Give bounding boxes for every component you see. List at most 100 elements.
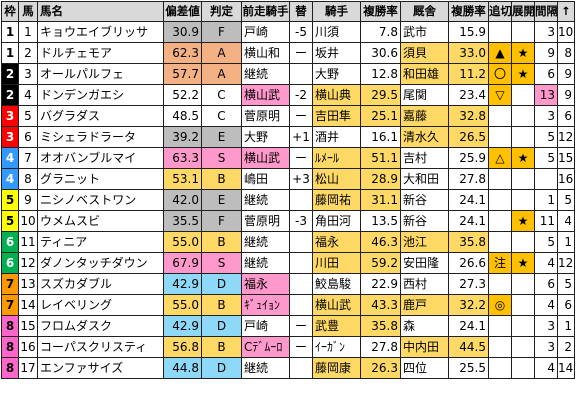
training-mark: △ <box>488 147 512 169</box>
frame-cell: 5 <box>1 210 19 232</box>
header-prev-jockey[interactable]: 前走騎手 <box>241 1 290 22</box>
table-row[interactable]: 1 1 キョウエイブリッサ 30.9 F 戸崎 -5 川須 7.8 武市 15.9 3 10 <box>1 21 575 43</box>
grade-badge: S <box>201 252 242 274</box>
frame-cell: 2 <box>1 63 19 85</box>
header-pace[interactable]: 展開 <box>511 1 535 22</box>
table-row[interactable]: 8 16 コーパスクリスティ 56.8 B Cﾃﾞﾑｰﾛーｲｰｶﾞﾝ 27.8 中内田 44.5… <box>1 336 575 358</box>
training-mark: ▲ <box>488 42 512 64</box>
pace-mark <box>511 84 535 106</box>
header-sort-arrow[interactable]: ↑ <box>557 1 575 22</box>
table-row[interactable]: 4 7 オオバンブルマイ 63.3 S 横山武ーﾙﾒｰﾙ 51.1 吉村 25.9 △ ★ 5 15 <box>1 147 575 169</box>
interval-weeks: 4 <box>534 357 558 379</box>
jockey-name: 酒井 <box>312 126 361 148</box>
jockey-change <box>289 231 313 253</box>
header-deviation[interactable]: 偏差値 <box>163 1 202 22</box>
jockey-change <box>289 189 313 211</box>
grade-badge: D <box>201 357 242 379</box>
header-frame[interactable]: 枠 <box>1 1 19 22</box>
jockey-place-rate: 13.5 <box>360 210 401 232</box>
horse-name: エンファサイズ <box>37 357 164 379</box>
grade-badge: D <box>201 273 242 295</box>
trainer-place-rate: 11.2 <box>448 63 489 85</box>
rank-value: 12 <box>557 126 575 148</box>
jockey-name: 坂井 <box>312 42 361 64</box>
prev-jockey: 菅原明 <box>241 210 290 232</box>
prev-jockey: 継続 <box>241 252 290 274</box>
grade-badge: B <box>201 231 242 253</box>
trainer-place-rate: 25.9 <box>448 147 489 169</box>
table-row[interactable]: 2 4 ドンデンガエシ 52.2 C 横山武 -2 横山典 29.5 尾関 23.4 ▽ 13 9 <box>1 84 575 106</box>
trainer-name: 鹿戸 <box>400 294 449 316</box>
rank-value: 10 <box>557 21 575 43</box>
trainer-place-rate: 27.3 <box>448 273 489 295</box>
jockey-change: ー <box>289 42 313 64</box>
header-training[interactable]: 追切 <box>488 1 512 22</box>
grade-badge: F <box>201 21 242 43</box>
frame-cell: 7 <box>1 294 19 316</box>
jockey-name: 武豊 <box>312 315 361 337</box>
jockey-name: 横山典 <box>312 84 361 106</box>
header-grade[interactable]: 判定 <box>201 1 242 22</box>
jockey-change: ー <box>289 336 313 358</box>
jockey-place-rate: 43.3 <box>360 294 401 316</box>
rank-value: 1 <box>557 315 575 337</box>
frame-cell: 6 <box>1 252 19 274</box>
header-trainer-place-rate[interactable]: 複勝率 <box>448 1 489 22</box>
header-interval[interactable]: 間隔 <box>534 1 558 22</box>
table-row[interactable]: 8 17 エンファサイズ 44.8 D 継続 藤岡康 26.3 四位 25.5 4 14 <box>1 357 575 379</box>
header-jockey[interactable]: 騎手 <box>312 1 361 22</box>
interval-weeks: 13 <box>534 84 558 106</box>
horse-number: 1 <box>18 21 38 43</box>
pace-mark: ★ <box>511 42 535 64</box>
interval-weeks: 5 <box>534 231 558 253</box>
header-trainer[interactable]: 厩舎 <box>400 1 449 22</box>
interval-weeks <box>534 168 558 190</box>
table-row[interactable]: 2 3 オールパルフェ 57.7 A 継続 大野 12.8 和田雄 11.2 〇 ★ 6 9 <box>1 63 575 85</box>
training-mark <box>488 315 512 337</box>
table-row[interactable]: 5 9 ニシノベストワン 42.0 E 継続 藤岡祐 31.1 新谷 24.1 1 5 <box>1 189 575 211</box>
prev-jockey: 戸崎 <box>241 21 290 43</box>
horse-name: コーパスクリスティ <box>37 336 164 358</box>
table-row[interactable]: 3 6 ミシェラドラータ 39.2 E 大野 +1 酒井 16.1 清水久 26.5 5 12 <box>1 126 575 148</box>
grade-badge: F <box>201 210 242 232</box>
training-mark <box>488 168 512 190</box>
header-number[interactable]: 馬 <box>18 1 38 22</box>
rank-value: 5 <box>557 273 575 295</box>
jockey-name: 角田河 <box>312 210 361 232</box>
deviation-value: 55.0 <box>163 294 202 316</box>
jockey-place-rate: 25.1 <box>360 105 401 127</box>
table-row[interactable]: 7 14 レイベリング 55.0 B ｷﾞｭｲｮﾝ 横山武 43.3 鹿戸 32.2 ◎ 4 6 <box>1 294 575 316</box>
table-row[interactable]: 1 2 ドルチェモア 62.3 A 横山和ー坂井 30.6 須貝 33.0 ▲ ★ 9 8 <box>1 42 575 64</box>
horse-number: 16 <box>18 336 38 358</box>
deviation-value: 52.2 <box>163 84 202 106</box>
rank-value: 2 <box>557 336 575 358</box>
table-row[interactable]: 3 5 バグラダス 48.5 C 菅原明ー吉田隼 25.1 嘉藤 32.8 3 6 <box>1 105 575 127</box>
trainer-place-rate: 26.6 <box>448 252 489 274</box>
pace-mark <box>511 126 535 148</box>
interval-weeks: 3 <box>534 21 558 43</box>
table-row[interactable]: 6 11 ティニア 55.0 B 継続 福永 46.3 池江 35.8 5 1 <box>1 231 575 253</box>
frame-cell: 7 <box>1 273 19 295</box>
deviation-value: 44.8 <box>163 357 202 379</box>
horse-name: ダノンタッチダウン <box>37 252 164 274</box>
rank-value: 15 <box>557 147 575 169</box>
table-row[interactable]: 4 8 グラニット 53.1 B 嶋田 +3 松山 28.9 大和田 27.8 16 <box>1 168 575 190</box>
frame-cell: 1 <box>1 42 19 64</box>
trainer-place-rate: 26.5 <box>448 126 489 148</box>
rank-value: 1 <box>557 231 575 253</box>
table-row[interactable]: 5 10 ウメムスビ 35.5 F 菅原明 -3 角田河 13.5 新谷 24.1 ★ 11 4 <box>1 210 575 232</box>
table-row[interactable]: 8 15 フロムダスク 42.9 D 戸崎ー武豊 35.8 森 24.1 3 1 <box>1 315 575 337</box>
header-change[interactable]: 替 <box>289 1 313 22</box>
prev-jockey: 横山和 <box>241 42 290 64</box>
header-jockey-place-rate[interactable]: 複勝率 <box>360 1 401 22</box>
table-row[interactable]: 6 12 ダノンタッチダウン 67.9 S 継続 川田 59.2 安田隆 26.6 注 ★ 4 12 <box>1 252 575 274</box>
trainer-name: 中内田 <box>400 336 449 358</box>
pace-mark <box>511 231 535 253</box>
deviation-value: 57.7 <box>163 63 202 85</box>
interval-weeks: 11 <box>534 210 558 232</box>
table-row[interactable]: 7 13 スズカダブル 42.9 D 福永 鮫島駿 22.9 西村 27.3 6 5 <box>1 273 575 295</box>
race-table: 枠 馬 馬名 偏差値 判定 前走騎手 替 騎手 複勝率 厩舎 複勝率 追切 展開… <box>1 1 575 379</box>
header-horse-name[interactable]: 馬名 <box>37 1 164 22</box>
grade-badge: B <box>201 294 242 316</box>
horse-number: 4 <box>18 84 38 106</box>
